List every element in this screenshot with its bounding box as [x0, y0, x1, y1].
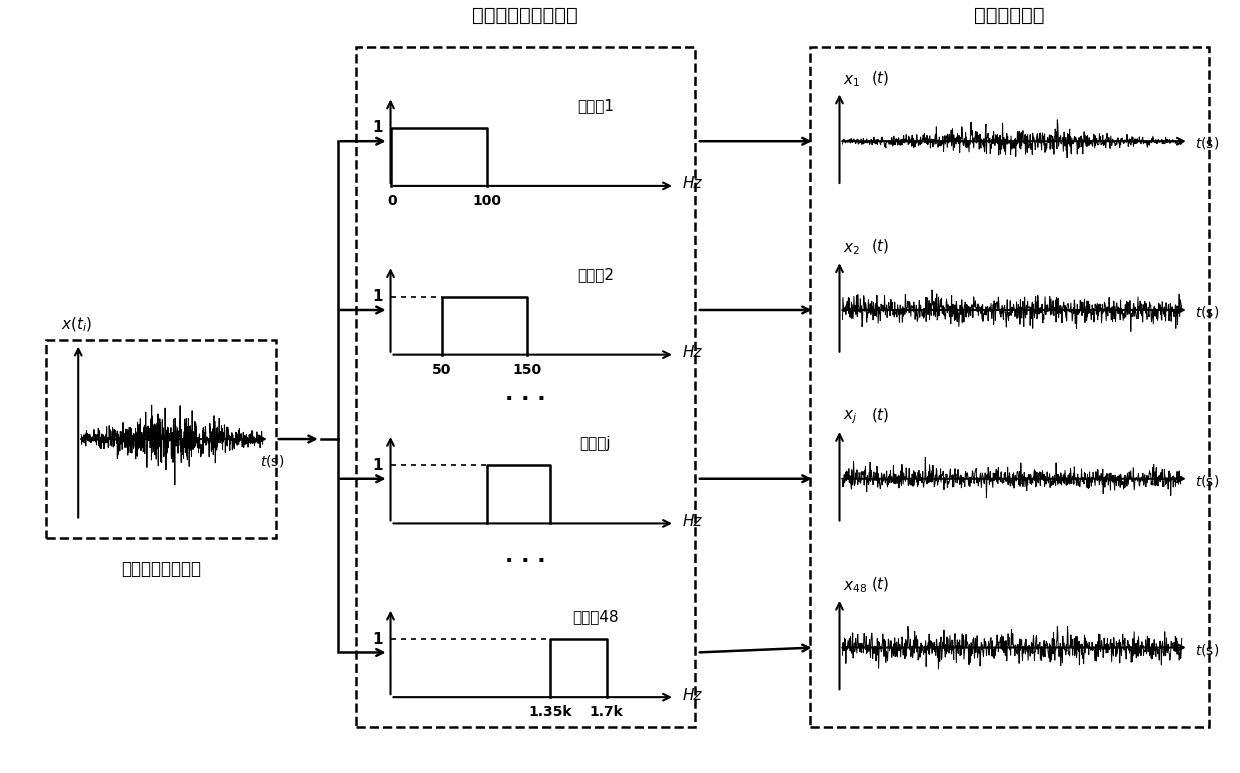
Text: 滤波后的噪声: 滤波后的噪声: [973, 6, 1044, 25]
Text: $x_{j}$: $x_{j}$: [843, 409, 858, 426]
Text: 多频段带通滤波处理: 多频段带通滤波处理: [472, 6, 578, 25]
Text: 1: 1: [372, 458, 382, 473]
Text: Hz: Hz: [683, 176, 702, 192]
Text: $x_{2}$: $x_{2}$: [843, 242, 861, 257]
Text: 1.35k: 1.35k: [528, 705, 572, 719]
Text: $x_{1}$: $x_{1}$: [843, 73, 861, 89]
Text: 滤波器2: 滤波器2: [577, 267, 614, 281]
Text: 150: 150: [512, 363, 542, 376]
Text: . . .: . . .: [505, 384, 546, 404]
Text: $t$(s): $t$(s): [1194, 642, 1219, 658]
Text: 滤波器1: 滤波器1: [577, 98, 614, 113]
Text: 原始有调制的噪声: 原始有调制的噪声: [122, 560, 201, 578]
Text: $t$(s): $t$(s): [1194, 304, 1219, 320]
Text: $(t)$: $(t)$: [872, 69, 890, 87]
Text: $x(t_i)$: $x(t_i)$: [61, 315, 92, 334]
Text: 1: 1: [372, 121, 382, 135]
Text: $t$(s): $t$(s): [1194, 473, 1219, 489]
Text: 滤波器48: 滤波器48: [572, 609, 619, 625]
Text: $(t)$: $(t)$: [872, 575, 890, 593]
Text: 1: 1: [372, 289, 382, 304]
Text: $(t)$: $(t)$: [872, 406, 890, 424]
Text: 100: 100: [472, 194, 502, 208]
Text: 0: 0: [388, 194, 397, 208]
Text: $t$(s): $t$(s): [1194, 135, 1219, 152]
Text: Hz: Hz: [683, 688, 702, 703]
Text: Hz: Hz: [683, 346, 702, 360]
Text: $t$(s): $t$(s): [259, 453, 284, 469]
Text: $(t)$: $(t)$: [872, 237, 890, 255]
Text: 50: 50: [432, 363, 451, 376]
Text: . . .: . . .: [505, 546, 546, 566]
Text: 1: 1: [372, 632, 382, 646]
Text: Hz: Hz: [683, 514, 702, 529]
Text: 滤波器j: 滤波器j: [579, 435, 611, 451]
Text: $x_{{48}}$: $x_{{48}}$: [843, 579, 868, 595]
Text: 1.7k: 1.7k: [590, 705, 624, 719]
